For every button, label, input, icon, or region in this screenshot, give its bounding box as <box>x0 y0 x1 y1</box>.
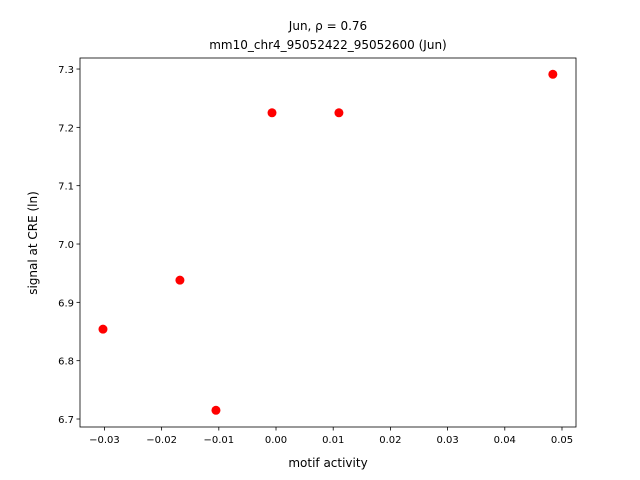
y-tick-label: 7.0 <box>58 240 74 251</box>
y-tick-label: 6.7 <box>58 415 74 426</box>
x-tick-label: 0.02 <box>379 435 401 446</box>
x-tick-label: −0.03 <box>89 435 120 446</box>
y-tick-label: 7.3 <box>58 65 74 76</box>
plot-frame <box>79 57 577 428</box>
y-tick-label: 6.9 <box>58 298 74 309</box>
x-tick-label: 0.04 <box>494 435 516 446</box>
x-tick-label: 0.03 <box>436 435 458 446</box>
x-tick-label: −0.01 <box>203 435 234 446</box>
x-tick-label: 0.05 <box>551 435 573 446</box>
point <box>175 275 185 285</box>
y-tick-label: 7.2 <box>58 123 74 134</box>
x-tick-label: 0.00 <box>265 435 287 446</box>
y-axis-label: signal at CRE (ln) <box>26 191 40 295</box>
point <box>211 405 221 415</box>
x-axis-label: motif activity <box>288 456 367 470</box>
chart-title: Jun, ρ = 0.76 <box>288 19 367 33</box>
chart-subtitle: mm10_chr4_95052422_95052600 (Jun) <box>209 38 447 52</box>
point <box>548 69 558 79</box>
y-tick-label: 6.8 <box>58 357 74 368</box>
point <box>334 108 344 118</box>
x-tick-label: 0.01 <box>322 435 344 446</box>
x-tick-label: −0.02 <box>146 435 177 446</box>
point <box>98 324 108 334</box>
y-tick-label: 7.1 <box>58 182 74 193</box>
point <box>267 108 277 118</box>
